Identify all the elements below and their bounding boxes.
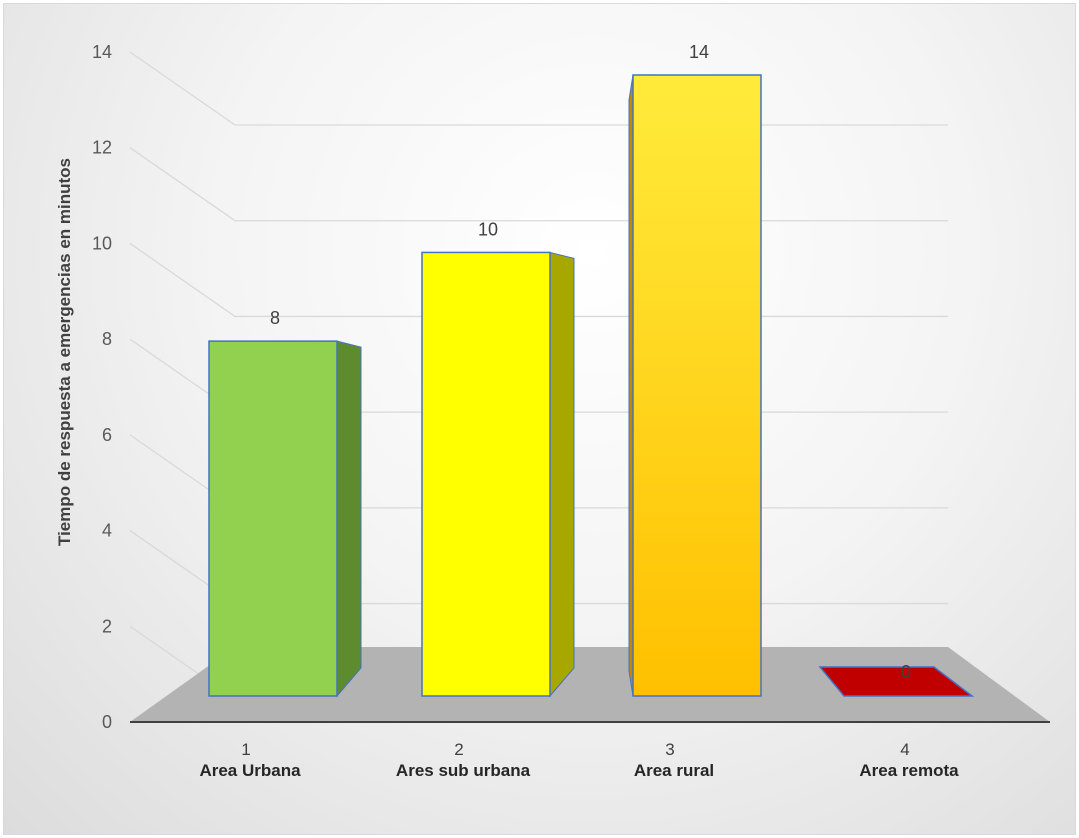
- bar: [421, 251, 551, 697]
- x-tick-label: Ares sub urbana: [396, 761, 531, 780]
- x-tick-number: 2: [454, 740, 463, 759]
- x-tick-number: 1: [241, 740, 250, 759]
- data-label: 0: [901, 662, 911, 682]
- data-labels: 8 10 14 0: [270, 42, 911, 682]
- y-tick-label: 10: [92, 233, 112, 253]
- gridline: [129, 51, 948, 126]
- y-axis-ticks: 0 2 4 6 8 10 12 14: [92, 42, 112, 732]
- x-tick-number: 3: [665, 740, 674, 759]
- y-axis-title: Tiempo de respuesta a emergencias en min…: [55, 158, 74, 546]
- y-tick-label: 6: [102, 425, 112, 445]
- data-label: 14: [689, 42, 709, 62]
- x-tick-label: Area remota: [859, 761, 959, 780]
- data-label: 10: [478, 219, 498, 239]
- bar: [208, 340, 338, 697]
- y-tick-label: 0: [102, 712, 112, 732]
- x-tick-number: 4: [900, 740, 909, 759]
- bar-side: [336, 340, 362, 698]
- y-tick-label: 4: [102, 521, 112, 541]
- y-tick-label: 2: [102, 616, 112, 636]
- y-tick-label: 12: [92, 138, 112, 158]
- y-tick-label: 14: [92, 42, 112, 62]
- bar-side: [549, 251, 575, 698]
- bar: [632, 74, 762, 697]
- y-tick-label: 8: [102, 329, 112, 349]
- x-tick-label: Area Urbana: [199, 761, 301, 780]
- x-tick-label: Area rural: [634, 761, 714, 780]
- bars: [208, 74, 975, 698]
- x-axis-labels: 1 Area Urbana 2 Ares sub urbana 3 Area rural 4…: [199, 740, 959, 780]
- gridline: [129, 147, 948, 222]
- data-label: 8: [270, 308, 280, 328]
- bar: [818, 666, 975, 697]
